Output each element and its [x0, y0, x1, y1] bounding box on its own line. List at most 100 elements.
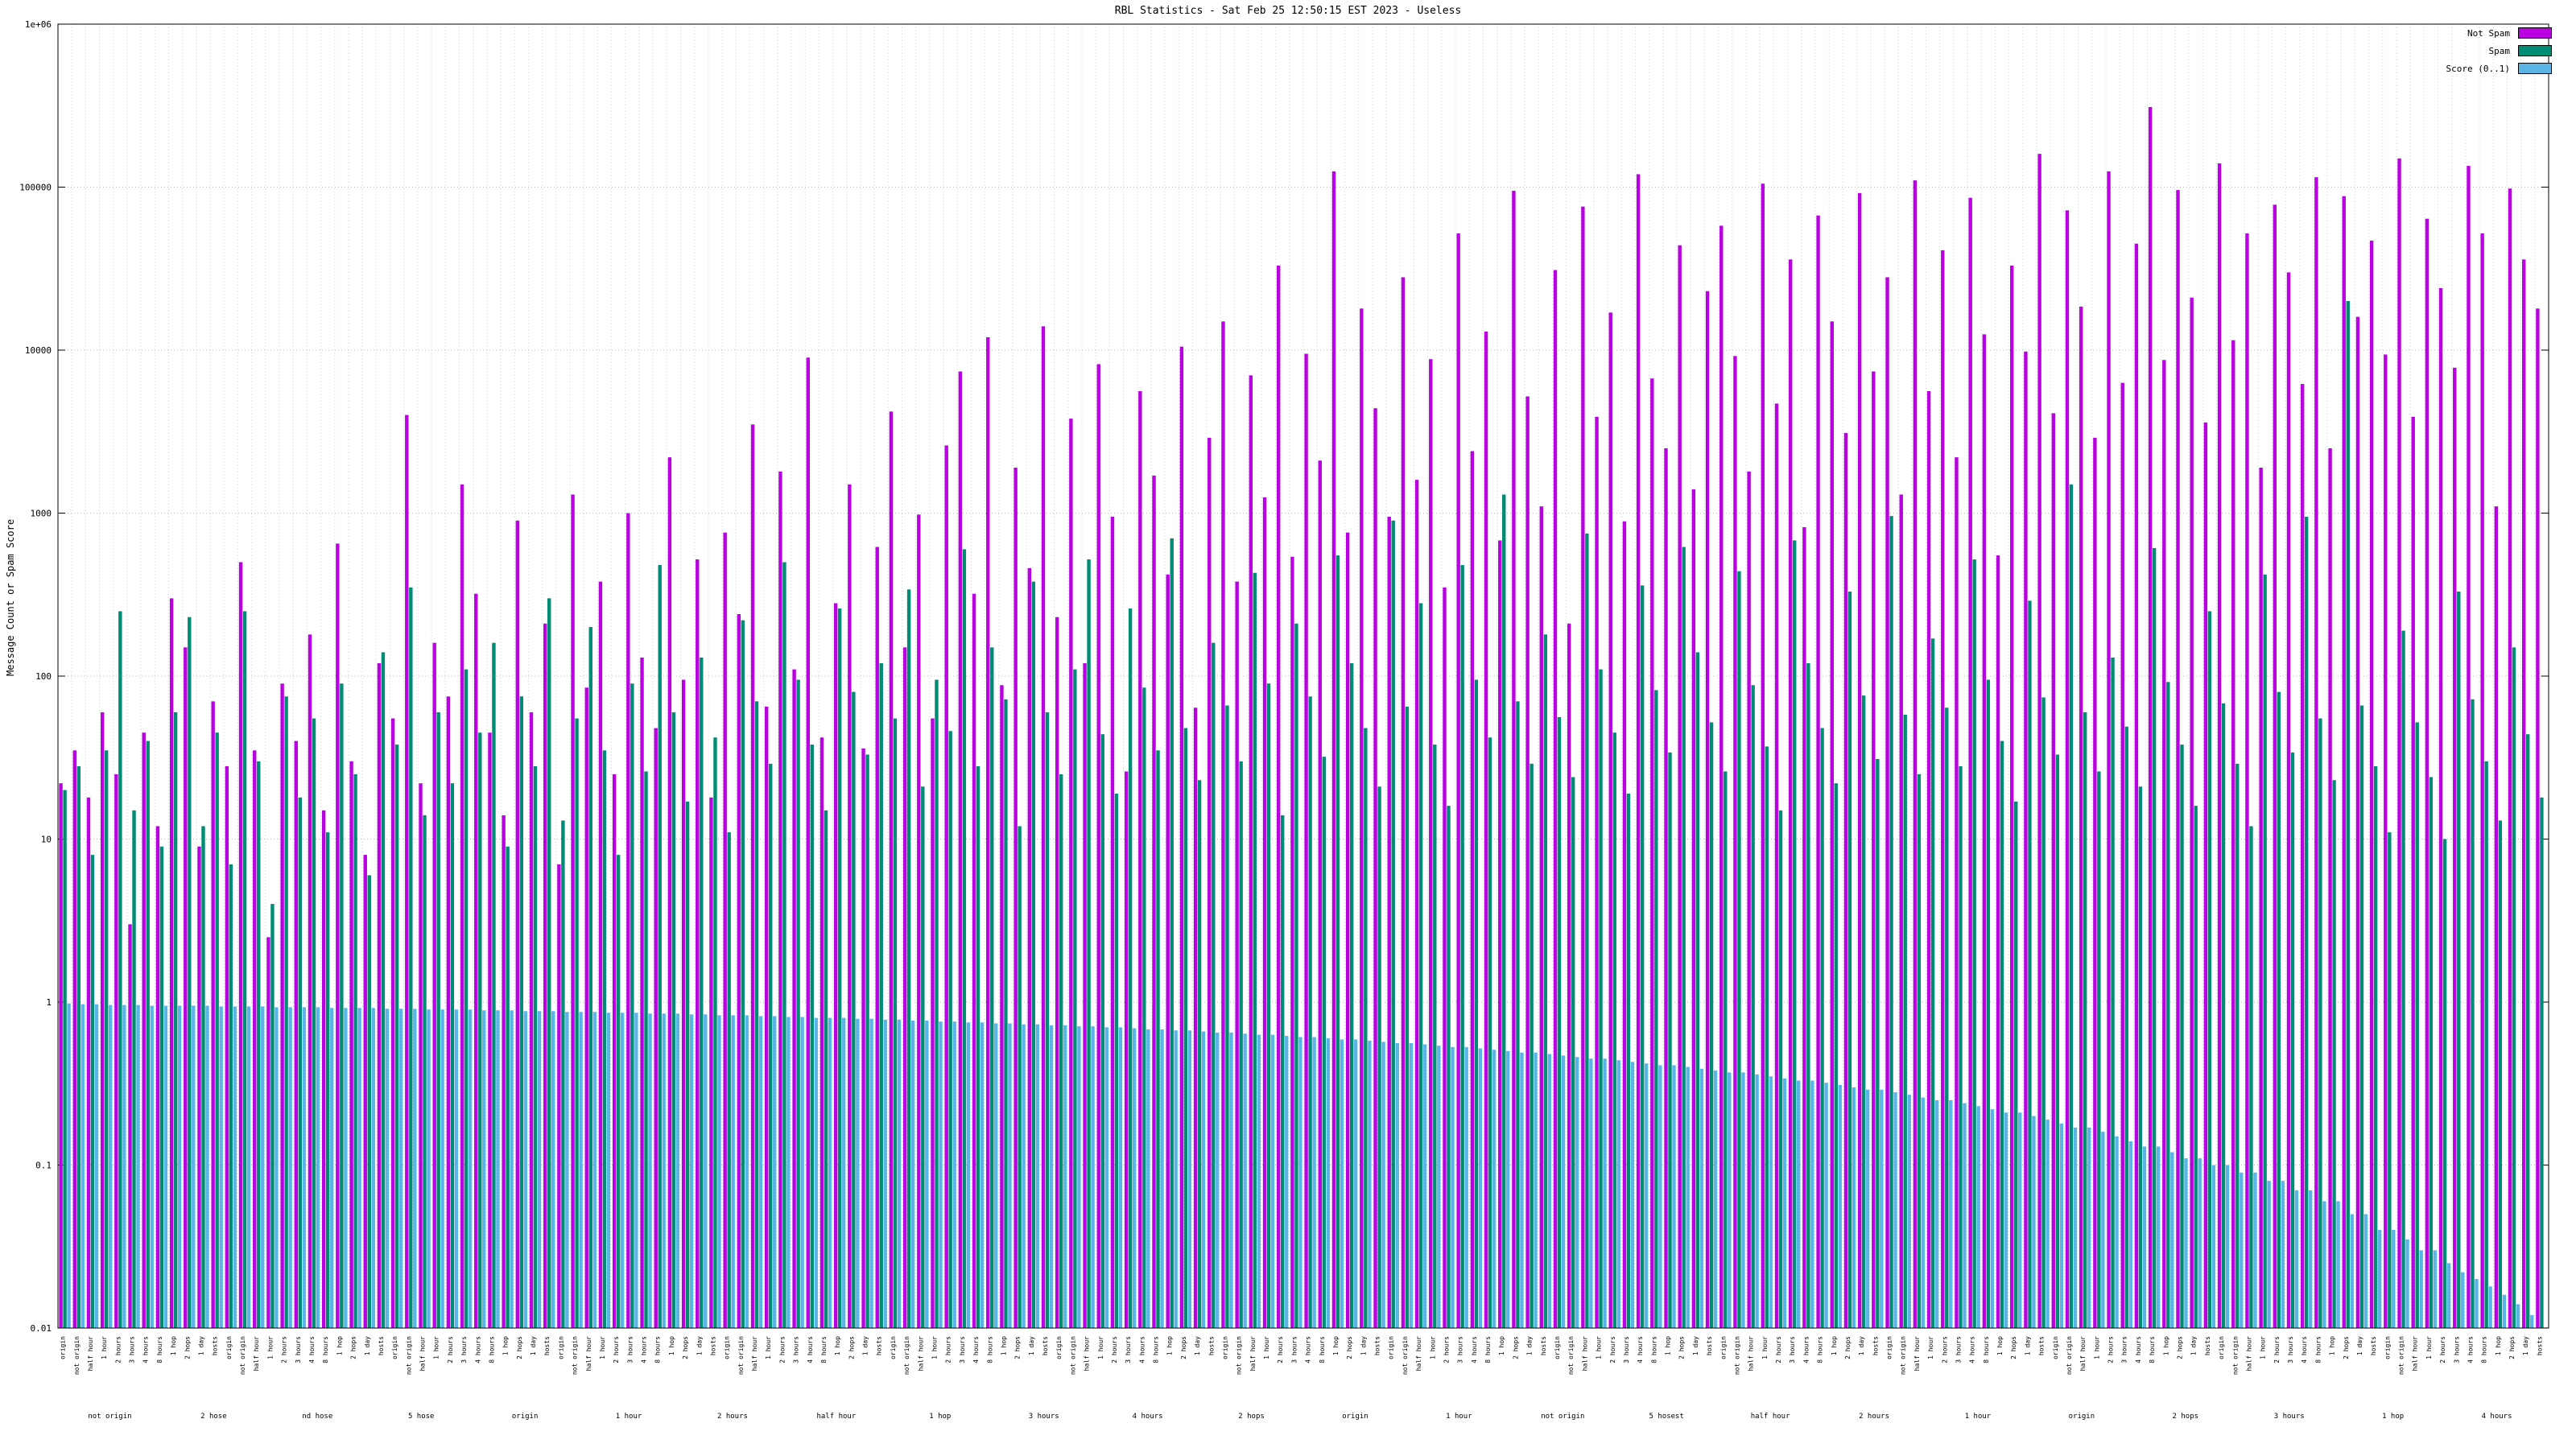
- bar-score: [1229, 1032, 1233, 1328]
- x-tick-label: not origin: [2231, 1336, 2239, 1375]
- x-tick-label: 1 hop: [668, 1336, 675, 1355]
- bar-score: [2392, 1230, 2396, 1328]
- bar-spam: [2138, 786, 2143, 1328]
- x-tick-label: hosts: [1208, 1336, 1215, 1355]
- bar-score: [1949, 1099, 1953, 1328]
- x-tick-label: 1 day: [1526, 1336, 1534, 1355]
- bar-spam: [1004, 699, 1008, 1328]
- bar-not-spam: [2120, 382, 2124, 1328]
- bar-score: [1146, 1029, 1150, 1328]
- x-tick-label: not origin: [1567, 1336, 1575, 1375]
- bar-score: [1160, 1029, 1164, 1328]
- bar-not-spam: [321, 810, 326, 1328]
- bar-score: [1963, 1103, 1967, 1328]
- bar-not-spam: [1277, 266, 1281, 1328]
- x-section-label: 5 hosest: [1649, 1413, 1684, 1421]
- bar-score: [2308, 1190, 2313, 1328]
- bar-score: [1630, 1062, 1635, 1328]
- bar-spam: [2401, 630, 2405, 1328]
- x-tick-label: origin: [724, 1336, 731, 1359]
- bar-not-spam: [86, 797, 91, 1328]
- bar-spam: [506, 846, 510, 1328]
- bar-spam: [2304, 517, 2309, 1328]
- bar-not-spam: [2162, 360, 2166, 1328]
- legend-label-not-spam: Not Spam: [2467, 27, 2510, 39]
- bar-score: [1561, 1055, 1566, 1328]
- bar-not-spam: [1456, 233, 1460, 1328]
- bar-not-spam: [543, 623, 547, 1328]
- bar-spam: [948, 731, 952, 1328]
- bar-spam: [1225, 705, 1229, 1328]
- bar-spam: [935, 679, 939, 1328]
- x-tick-label: 1 hour: [2425, 1336, 2433, 1359]
- x-tick-label: 3 hours: [1623, 1336, 1630, 1363]
- bar-score: [2156, 1146, 2161, 1328]
- bar-spam: [1073, 669, 1077, 1328]
- bar-not-spam: [1664, 448, 1668, 1329]
- bar-not-spam: [100, 712, 105, 1328]
- bar-not-spam: [944, 445, 948, 1328]
- bar-not-spam: [640, 657, 644, 1328]
- bar-score: [1769, 1076, 1773, 1328]
- bar-not-spam: [211, 701, 215, 1328]
- x-tick-label: not origin: [572, 1336, 579, 1375]
- bar-spam: [2000, 740, 2004, 1328]
- bar-score: [163, 1005, 168, 1328]
- bar-spam: [2235, 763, 2240, 1328]
- bar-not-spam: [861, 748, 865, 1328]
- bar-not-spam: [1872, 371, 1876, 1329]
- bar-not-spam: [917, 514, 921, 1328]
- bar-score: [897, 1019, 902, 1328]
- bar-spam: [492, 642, 496, 1328]
- bar-spam: [2332, 780, 2336, 1328]
- bar-score: [1921, 1097, 1926, 1328]
- bar-spam: [1612, 732, 1616, 1328]
- y-tick-label: 10: [41, 835, 52, 845]
- x-tick-label: half hour: [917, 1336, 924, 1372]
- x-section-label: not origin: [1541, 1413, 1584, 1421]
- bar-spam: [1626, 794, 1631, 1328]
- bar-not-spam: [1414, 480, 1419, 1329]
- bar-spam: [2041, 697, 2046, 1328]
- bar-not-spam: [681, 679, 686, 1328]
- bar-not-spam: [1857, 192, 1862, 1329]
- bar-spam: [2221, 703, 2226, 1328]
- bar-score: [1422, 1044, 1427, 1328]
- bar-score: [1091, 1026, 1095, 1328]
- legend-label-spam: Spam: [2488, 45, 2511, 56]
- x-tick-label: not origin: [1236, 1336, 1243, 1375]
- bar-not-spam: [2065, 210, 2070, 1328]
- x-tick-label: origin: [890, 1336, 897, 1359]
- x-tick-label: 1 hop: [1000, 1336, 1007, 1355]
- bar-score: [814, 1017, 818, 1328]
- x-tick-label: 4 hours: [1138, 1336, 1146, 1363]
- x-tick-label: 3 hours: [460, 1336, 468, 1363]
- x-tick-label: 1 hour: [2260, 1336, 2267, 1359]
- bar-spam: [298, 797, 303, 1328]
- x-tick-label: 3 hours: [1457, 1336, 1464, 1363]
- bar-spam: [367, 875, 371, 1328]
- bar-score: [275, 1007, 279, 1328]
- x-tick-label: half hour: [1084, 1336, 1091, 1372]
- bar-not-spam: [1636, 174, 1641, 1329]
- bar-spam: [1599, 669, 1603, 1328]
- bar-not-spam: [1774, 403, 1779, 1328]
- bar-score: [1395, 1042, 1399, 1328]
- y-axis-label: Message Count or Spam Score: [5, 518, 16, 676]
- bar-spam: [229, 864, 233, 1328]
- bar-score: [745, 1015, 749, 1328]
- x-tick-label: 8 hours: [2149, 1336, 2156, 1363]
- bar-not-spam: [626, 513, 630, 1328]
- bar-score: [1478, 1048, 1483, 1328]
- x-tick-label: 8 hours: [986, 1336, 993, 1363]
- bar-spam: [1391, 520, 1395, 1328]
- x-tick-label: origin: [1221, 1336, 1228, 1359]
- bar-not-spam: [875, 547, 879, 1328]
- bar-spam: [2069, 484, 2074, 1328]
- bar-spam: [270, 904, 275, 1328]
- bar-spam: [769, 763, 773, 1328]
- x-tick-label: 2 hops: [350, 1336, 357, 1359]
- bar-spam: [519, 696, 524, 1328]
- bar-not-spam: [114, 773, 118, 1328]
- bar-spam: [1212, 642, 1216, 1328]
